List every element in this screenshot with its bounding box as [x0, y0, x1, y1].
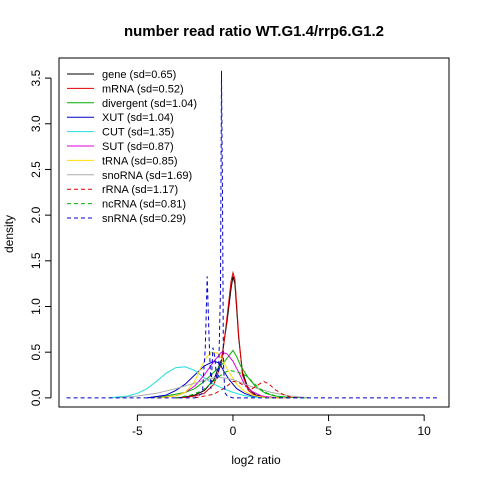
x-tick-label: 5	[325, 424, 332, 438]
y-tick-label: 1.0	[29, 298, 43, 315]
axes-layer: -5 0 5 10 0.0 0.5 1.0 1.5 2.0 2.5 3.0 3.5	[29, 69, 431, 438]
legend-label: ncRNA (sd=0.81)	[102, 199, 186, 211]
chart-title: number read ratio WT.G1.4/rrp6.G1.2	[124, 23, 384, 40]
series-line-7	[118, 377, 310, 399]
y-tick-label: 1.5	[29, 252, 43, 269]
y-tick-label: 2.0	[29, 206, 43, 223]
series-line-10	[66, 70, 438, 399]
y-tick-label: 0.0	[29, 389, 43, 406]
y-tick-label: 3.5	[29, 69, 43, 86]
series-line-6	[156, 351, 291, 399]
legend-label: rRNA (sd=1.17)	[102, 184, 178, 196]
series-layer	[66, 70, 438, 399]
y-axis-label: density	[2, 215, 16, 253]
series-line-4	[108, 366, 272, 399]
legend-label: tRNA (sd=0.85)	[102, 155, 178, 167]
y-tick-label: 3.0	[29, 115, 43, 132]
legend-label: SUT (sd=0.87)	[102, 141, 174, 153]
legend-label: XUT (sd=1.04)	[102, 112, 174, 124]
legend-label: mRNA (sd=0.52)	[102, 83, 184, 95]
legend-label: snRNA (sd=0.29)	[102, 213, 186, 225]
legend-label: CUT (sd=1.35)	[102, 127, 174, 139]
y-tick-label: 2.5	[29, 161, 43, 178]
series-line-9	[175, 369, 291, 399]
series-line-0	[175, 276, 291, 399]
legend: gene (sd=0.65) mRNA (sd=0.52) divergent (s…	[67, 69, 197, 225]
x-tick-label: 10	[417, 424, 431, 438]
legend-label: gene (sd=0.65)	[102, 69, 176, 81]
x-tick-label: 0	[230, 424, 237, 438]
series-line-2	[146, 349, 310, 399]
legend-label: divergent (sd=1.04)	[102, 98, 197, 110]
x-tick-label: -5	[132, 424, 143, 438]
y-tick-label: 0.5	[29, 344, 43, 361]
legend-label: snoRNA (sd=1.69)	[102, 170, 192, 182]
series-line-8	[194, 380, 300, 399]
series-line-5	[156, 351, 291, 399]
x-axis-label: log2 ratio	[231, 453, 281, 467]
plot-area-frame	[58, 57, 450, 408]
